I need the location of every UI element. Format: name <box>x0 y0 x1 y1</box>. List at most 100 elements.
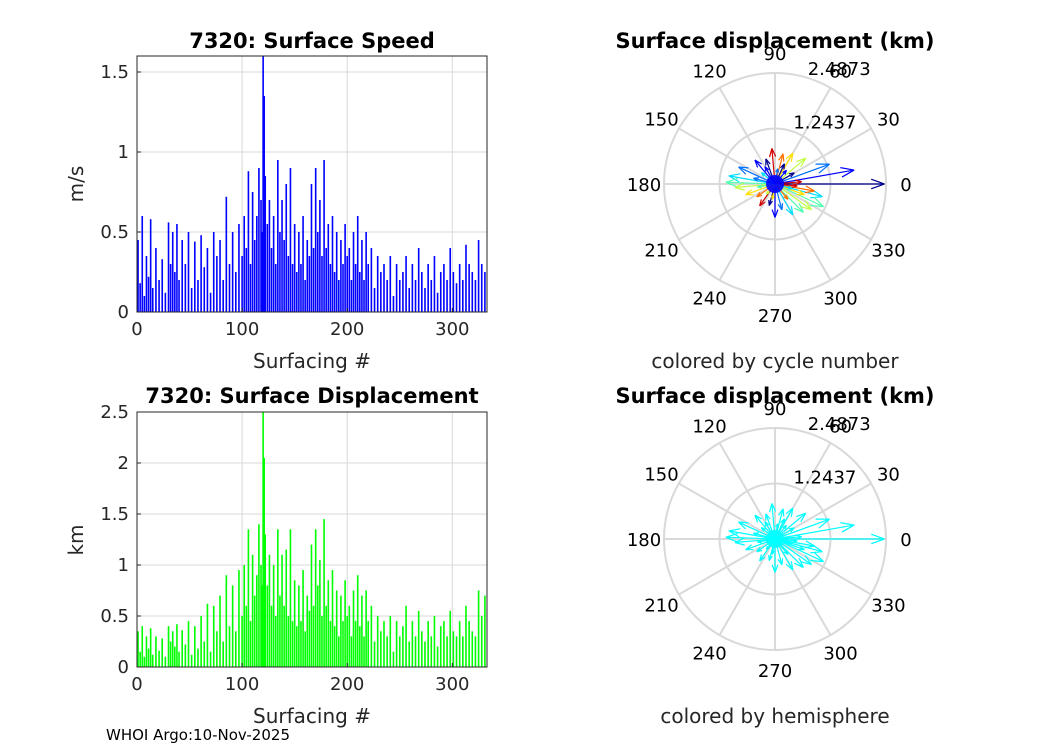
speed-bar <box>268 200 271 312</box>
polar-cycle-angle-label: 150 <box>644 110 678 131</box>
displacement-bar <box>348 605 351 667</box>
polar-hemisphere-angle-label: 300 <box>823 643 857 664</box>
polar-cycle-spoke <box>774 183 872 241</box>
displacement-bar <box>181 630 183 667</box>
polar-cycle-title: Surface displacement (km) <box>615 29 934 53</box>
polar-hemisphere-center-cluster <box>766 530 784 548</box>
speed-bar <box>350 280 353 312</box>
polar-hemisphere-spoke <box>718 538 776 636</box>
polar-hemisphere-angle-label: 180 <box>627 530 661 551</box>
displacement-bar <box>293 580 296 667</box>
speed-bar <box>367 264 370 312</box>
displacement-bar <box>484 595 486 667</box>
speed-bar <box>184 264 187 312</box>
polar-cycle-angle-label: 30 <box>877 110 900 131</box>
displacement-bar <box>443 621 445 667</box>
polar-cycle-angle-label: 180 <box>627 175 661 196</box>
displacement-bar <box>266 585 269 667</box>
speed-ytick-label: 0.5 <box>100 222 129 243</box>
speed-bar <box>277 160 279 312</box>
polar-cycle-angle-label: 90 <box>764 44 787 65</box>
speed-bar <box>373 288 376 312</box>
displacement-bar <box>340 595 342 667</box>
speed-bar <box>194 241 196 312</box>
displacement-bar <box>344 580 346 667</box>
speed-bar <box>480 264 483 312</box>
speed-bar <box>164 292 167 312</box>
displacement-bar <box>398 636 401 667</box>
displacement-bar <box>247 529 250 667</box>
speed-chart-xlabel: Surfacing # <box>253 349 371 373</box>
speed-bar <box>389 256 392 312</box>
speed-bar <box>348 248 351 312</box>
polar-hemisphere-labels: 0 30 60 90 120 150 180 210 240 270 300 330 1.2437 2.4… <box>627 399 912 682</box>
speed-bar <box>178 280 180 312</box>
speed-bar <box>363 280 365 312</box>
speed-bar <box>414 280 417 312</box>
displacement-bar <box>228 626 231 667</box>
polar-hemisphere-arrows <box>725 503 885 573</box>
polar-cycle-angle-label: 60 <box>829 62 852 83</box>
displacement-bar <box>285 549 288 667</box>
speed-bar <box>333 272 336 312</box>
displacement-chart-ylabel: km <box>64 524 88 555</box>
displacement-bar <box>147 648 150 667</box>
displacement-bar <box>446 636 448 667</box>
speed-bar <box>342 264 344 312</box>
displacement-bar <box>298 585 300 667</box>
displacement-bar <box>389 616 392 667</box>
displacement-ytick-label: 1 <box>118 555 129 576</box>
polar-hemisphere-angle-label: 210 <box>644 596 678 617</box>
speed-bar <box>249 264 252 312</box>
polar-cycle-caption: colored by cycle number <box>651 349 899 373</box>
displacement-bar <box>304 631 306 667</box>
displacement-bar <box>169 641 172 667</box>
speed-bar <box>238 224 240 312</box>
displacement-bar <box>352 590 355 667</box>
speed-bar <box>436 292 439 312</box>
displacement-bar <box>471 631 474 667</box>
speed-bar <box>329 264 332 312</box>
polar-cycle-chart: Surface displacement (km) 0 30 60 90 120 150 1… <box>615 29 934 373</box>
polar-hemisphere-angle-label: 270 <box>758 661 792 682</box>
speed-xtick-label: 100 <box>225 319 259 340</box>
speed-bar <box>300 264 302 312</box>
displacement-bar <box>145 636 148 667</box>
displacement-bar <box>251 554 254 667</box>
displacement-bar <box>212 605 215 667</box>
displacement-bar <box>260 565 262 667</box>
polar-cycle-radius-label: 2.4873 <box>808 59 871 80</box>
displacement-bar <box>474 636 477 667</box>
speed-bar <box>228 264 231 312</box>
speed-chart-frame <box>136 55 488 313</box>
polar-hemisphere-title: Surface displacement (km) <box>615 384 934 408</box>
displacement-bar <box>141 626 144 667</box>
displacement-chart-ticks: 0 100 200 300 0 0.5 1 1.5 2 2.5 <box>100 402 469 695</box>
speed-bar <box>293 224 296 312</box>
displacement-bar <box>184 644 187 667</box>
speed-bar <box>216 256 218 312</box>
speed-bar <box>258 168 260 312</box>
speed-bar <box>462 280 464 312</box>
polar-cycle-angle-label: 240 <box>692 288 726 309</box>
speed-bar <box>408 288 411 312</box>
speed-bar <box>439 272 442 312</box>
displacement-bar <box>137 631 139 667</box>
displacement-bar <box>306 595 309 667</box>
speed-bar <box>443 264 445 312</box>
speed-ytick-label: 1.5 <box>100 62 129 83</box>
displacement-bar <box>408 641 411 667</box>
polar-cycle-center-cluster <box>766 175 784 193</box>
displacement-bar <box>263 457 265 667</box>
displacement-bar <box>327 580 330 667</box>
displacement-bar <box>241 616 243 667</box>
speed-xtick-label: 0 <box>131 319 142 340</box>
displacement-bar <box>171 631 174 667</box>
displacement-bar <box>316 585 319 667</box>
speed-bar <box>331 216 334 312</box>
displacement-bar <box>209 651 212 667</box>
footer-credit: WHOI Argo:10-Nov-2025 <box>106 726 290 744</box>
polar-hemisphere-angle-label: 0 <box>900 530 911 551</box>
displacement-ytick-label: 1.5 <box>100 504 129 525</box>
